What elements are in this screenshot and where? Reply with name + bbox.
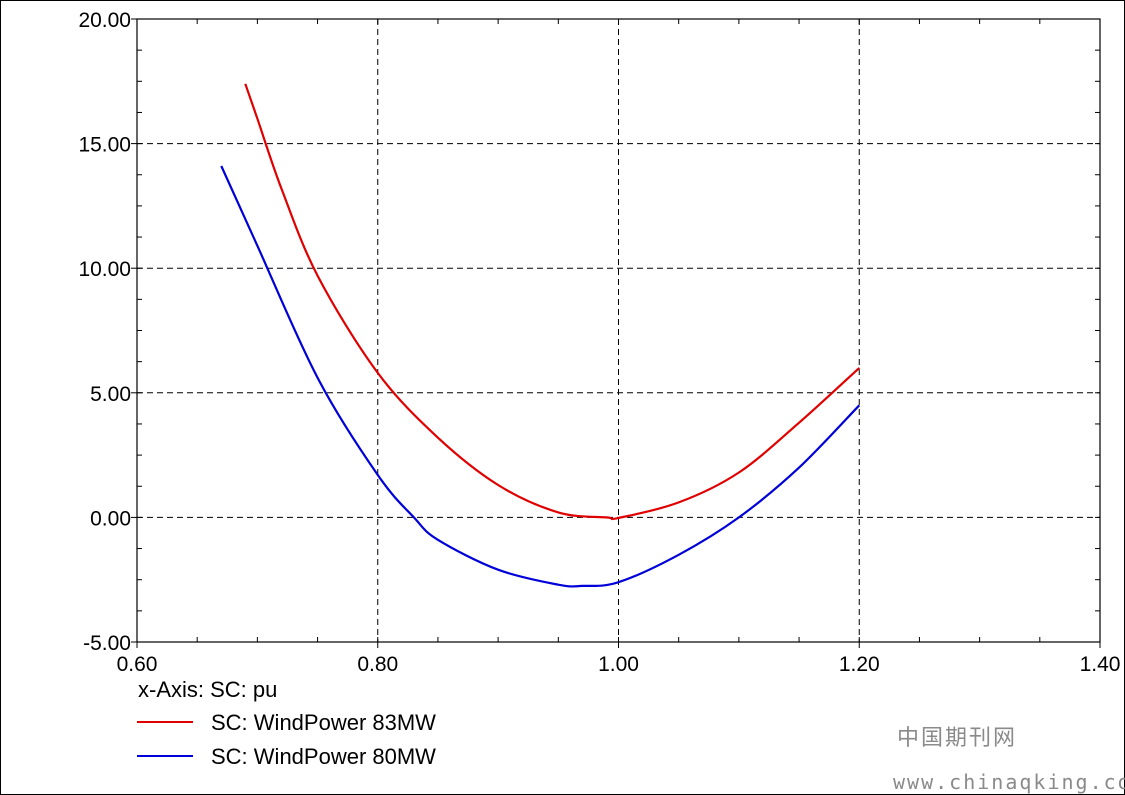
y-tick-label: 15.00 [78, 134, 131, 157]
x-axis-label: x-Axis: SC: pu [138, 677, 277, 702]
series-line-0 [244, 83, 861, 521]
x-axis: 0.60 0.80 1.00 1.20 1.40 [117, 19, 1121, 676]
x-tick-label: 1.20 [839, 653, 880, 676]
series-lines [220, 83, 861, 588]
series-line-1 [220, 165, 861, 588]
y-axis: 20.00 15.00 10.00 5.00 0.00 -5.00 [78, 9, 1100, 655]
legend-label-83mw: SC: WindPower 83MW [211, 710, 436, 735]
y-tick-label: 0.00 [90, 507, 131, 530]
y-tick-label: -5.00 [83, 632, 131, 655]
x-tick-label: 0.80 [357, 653, 398, 676]
watermark-url: www.chinaqking.com [893, 770, 1125, 794]
y-tick-label: 10.00 [78, 258, 131, 281]
y-tick-label: 20.00 [78, 9, 131, 32]
x-tick-label: 1.00 [598, 653, 639, 676]
legend: SC: WindPower 83MW SC: WindPower 80MW [137, 710, 436, 769]
y-tick-label: 5.00 [90, 383, 131, 406]
x-tick-label: 0.60 [117, 653, 158, 676]
watermark-chinese: 中国期刊网 [897, 726, 1017, 751]
x-tick-label: 1.40 [1080, 653, 1121, 676]
legend-label-80mw: SC: WindPower 80MW [211, 744, 436, 769]
